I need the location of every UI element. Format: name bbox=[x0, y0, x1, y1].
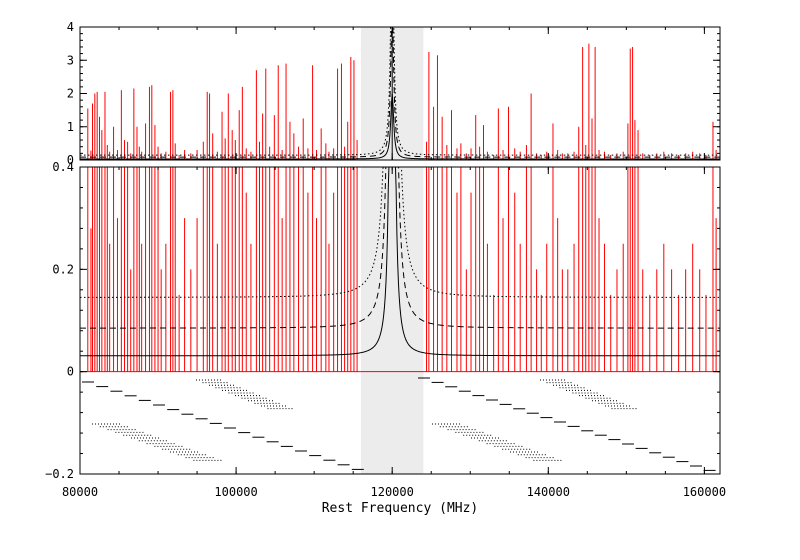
x-tick-label: 140000 bbox=[527, 485, 570, 499]
panel-frame bbox=[79, 166, 721, 475]
x-axis: 80000 100000 120000 140000 160000 bbox=[62, 485, 726, 499]
x-axis-title: Rest Frequency (MHz) bbox=[322, 501, 479, 516]
y-tick-label: 1 bbox=[67, 120, 74, 134]
top-panel: 0 1 2 3 4 bbox=[67, 20, 721, 167]
plot-area bbox=[80, 167, 720, 474]
bottom-panel: −0.2 0 0.2 0.4 bbox=[45, 160, 721, 481]
shaded-band bbox=[360, 167, 424, 474]
sensitivity-curve-solid bbox=[80, 93, 720, 160]
y-tick-label: 3 bbox=[67, 53, 74, 67]
sensitivity-curve-solid bbox=[80, 167, 720, 357]
y-tick-label: −0.2 bbox=[45, 467, 74, 481]
y-tick-label: 4 bbox=[67, 20, 74, 34]
spectral-lines bbox=[87, 167, 717, 372]
y-tick-label: 0 bbox=[67, 365, 74, 379]
sensitivity-curve-dashed bbox=[80, 27, 720, 158]
sensitivity-curve-dashed bbox=[80, 167, 720, 329]
x-tick-label: 80000 bbox=[62, 485, 98, 499]
y-tick-label: 2 bbox=[67, 87, 74, 101]
y-tick-label: 0.2 bbox=[52, 262, 74, 276]
x-tick-label: 120000 bbox=[371, 485, 414, 499]
plot-area bbox=[80, 27, 720, 160]
y-tick-label: 0.4 bbox=[52, 160, 74, 174]
x-tick-label: 160000 bbox=[683, 485, 726, 499]
y-tick-label: 0 bbox=[67, 153, 74, 167]
x-tick-label: 100000 bbox=[214, 485, 257, 499]
ladder-marks bbox=[82, 377, 716, 471]
